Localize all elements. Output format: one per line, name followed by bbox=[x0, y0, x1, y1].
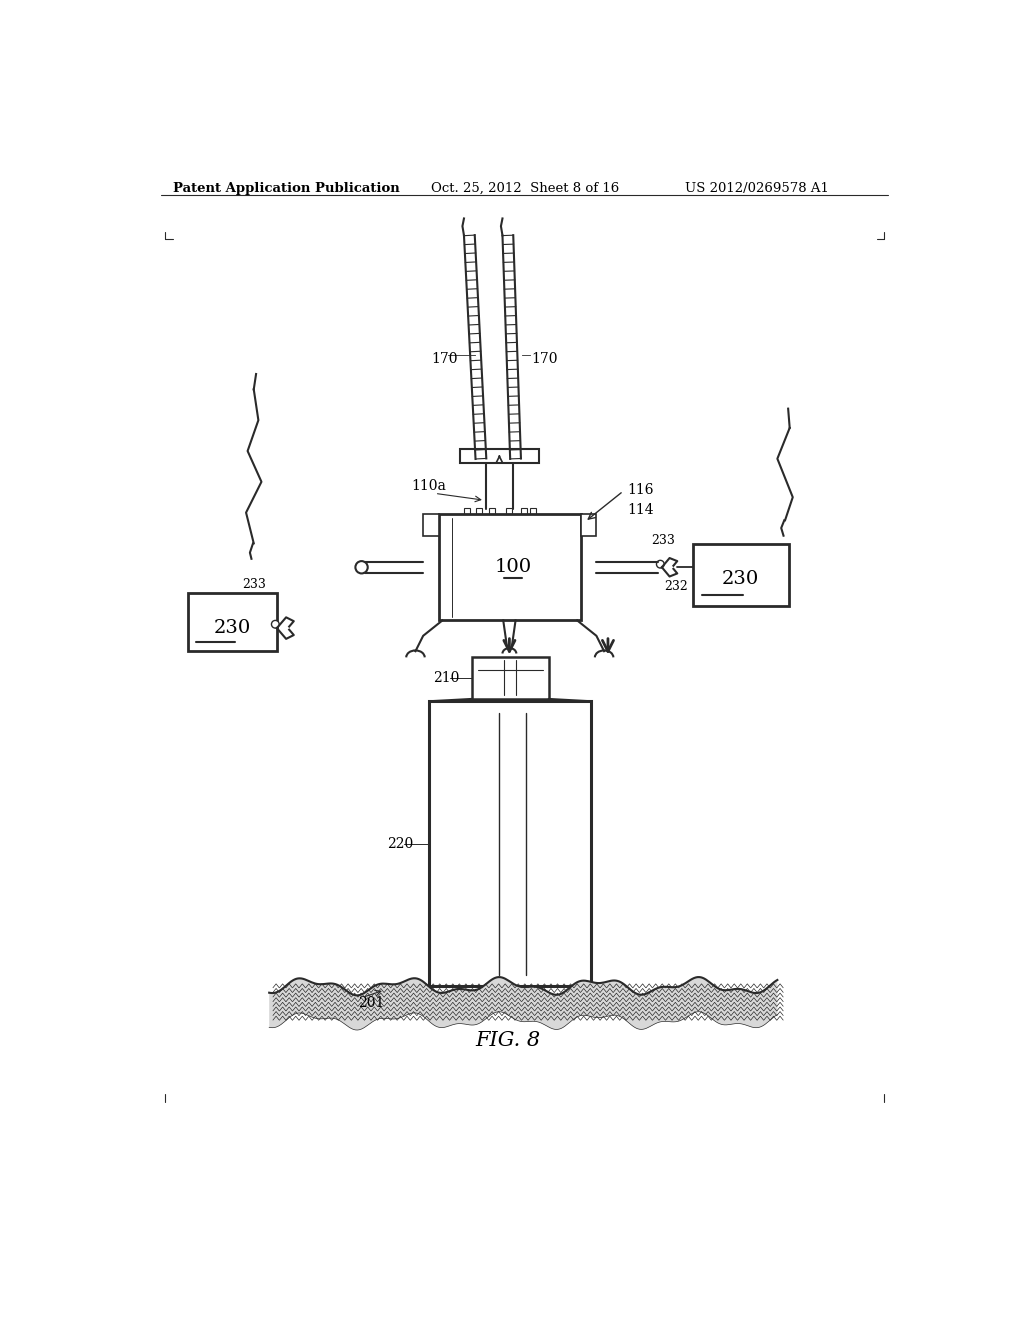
Circle shape bbox=[271, 620, 280, 628]
Text: US 2012/0269578 A1: US 2012/0269578 A1 bbox=[685, 182, 828, 194]
Bar bbox=[692, 544, 788, 606]
Bar bbox=[488, 508, 495, 515]
Text: 114: 114 bbox=[628, 503, 654, 517]
Text: Patent Application Publication: Patent Application Publication bbox=[173, 182, 399, 194]
Text: 100: 100 bbox=[495, 558, 531, 577]
Bar bbox=[188, 594, 276, 651]
Text: 230: 230 bbox=[214, 619, 251, 638]
Text: 232: 232 bbox=[664, 581, 687, 594]
Text: 170: 170 bbox=[531, 351, 557, 366]
Bar bbox=[581, 515, 596, 536]
Text: 233: 233 bbox=[242, 578, 265, 591]
Text: 233: 233 bbox=[651, 535, 676, 548]
Text: 220: 220 bbox=[387, 837, 414, 850]
Bar bbox=[521, 508, 527, 515]
Bar bbox=[460, 449, 539, 462]
Text: 170: 170 bbox=[431, 351, 458, 366]
Text: 230: 230 bbox=[722, 570, 759, 587]
Text: 110a: 110a bbox=[412, 479, 446, 492]
Bar bbox=[530, 508, 537, 515]
Text: 116: 116 bbox=[628, 483, 653, 496]
Bar bbox=[423, 515, 438, 536]
Bar bbox=[472, 656, 549, 700]
Bar bbox=[506, 508, 512, 515]
Bar bbox=[475, 508, 481, 515]
Bar bbox=[464, 508, 470, 515]
Text: 201: 201 bbox=[357, 997, 384, 1010]
Text: FIG. 8: FIG. 8 bbox=[475, 1031, 541, 1049]
Bar bbox=[429, 701, 591, 986]
Text: Oct. 25, 2012  Sheet 8 of 16: Oct. 25, 2012 Sheet 8 of 16 bbox=[431, 182, 620, 194]
Bar bbox=[438, 515, 581, 620]
Text: 210: 210 bbox=[433, 671, 460, 685]
Circle shape bbox=[656, 560, 665, 568]
